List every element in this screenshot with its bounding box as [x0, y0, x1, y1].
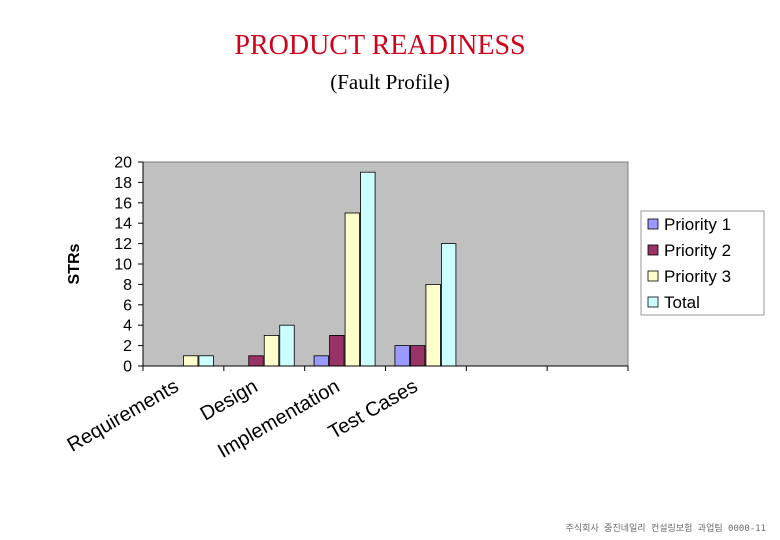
- legend-label: Priority 1: [664, 215, 731, 234]
- y-tick-label: 8: [123, 277, 132, 294]
- y-tick-label: 6: [123, 297, 132, 314]
- y-tick-label: 0: [123, 359, 132, 376]
- bar-priority-3-2: [344, 212, 360, 367]
- legend-label: Priority 3: [664, 267, 731, 286]
- x-category-label: Test Cases: [325, 375, 422, 444]
- bar-priority-1-2: [313, 355, 329, 367]
- y-tick-label: 20: [114, 155, 132, 172]
- legend-swatch: [647, 270, 659, 282]
- page-title: PRODUCT READINESS: [234, 30, 526, 61]
- bar-total-1: [279, 324, 295, 367]
- plot-area: [142, 161, 629, 367]
- bar-priority-3-1: [263, 334, 280, 367]
- y-axis-label: STRs: [66, 243, 83, 284]
- y-tick-label: 16: [114, 195, 132, 212]
- x-category-label: Requirements: [64, 375, 183, 456]
- bar-total-3: [441, 243, 457, 367]
- legend-swatch: [647, 296, 659, 308]
- legend-box: [640, 210, 765, 316]
- bar-priority-2-2: [329, 334, 345, 367]
- page-subtitle: (Fault Profile): [330, 70, 450, 94]
- bar-priority-3-3: [425, 283, 441, 367]
- y-tick-label: 10: [114, 257, 132, 274]
- legend-label: Priority 2: [664, 241, 731, 260]
- y-tick-label: 18: [114, 175, 132, 192]
- bar-priority-1-3: [394, 345, 410, 367]
- bar-priority-2-1: [248, 355, 264, 367]
- y-tick-label: 4: [123, 318, 132, 335]
- bar-priority-3-0: [183, 355, 199, 367]
- legend-label: Total: [664, 293, 700, 312]
- x-category-label: Design: [197, 375, 262, 425]
- legend: Priority 1 Priority 2 Priority 3 Total: [640, 210, 765, 316]
- bar-total-2: [360, 171, 376, 367]
- y-tick-label: 12: [114, 236, 132, 253]
- legend-swatch: [647, 218, 659, 230]
- y-tick-label: 2: [123, 338, 132, 355]
- footer-text: 주식회사 중진네일리 컨설링보험 과업팀 0000-11: [565, 524, 766, 534]
- legend-swatch: [647, 244, 659, 256]
- bar-total-0: [198, 355, 214, 367]
- bar-priority-2-3: [410, 345, 426, 367]
- y-tick-label: 14: [114, 216, 132, 233]
